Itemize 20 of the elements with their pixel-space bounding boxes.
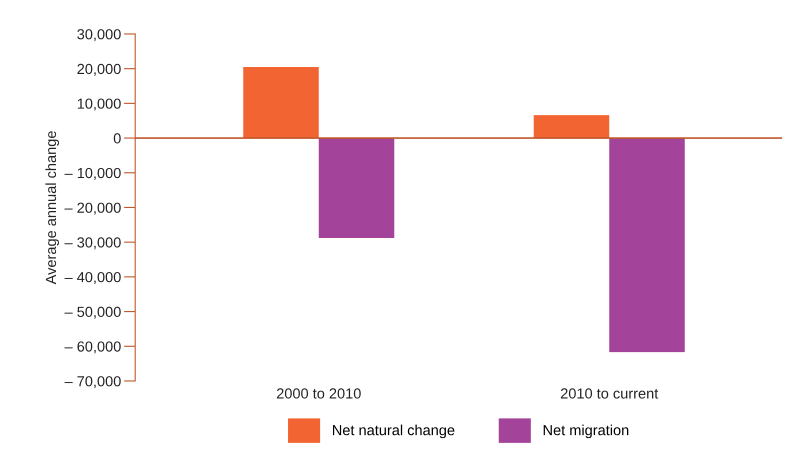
y-tick-label: – 20,000 xyxy=(64,202,121,215)
legend-label: Net migration xyxy=(544,424,628,438)
bar xyxy=(243,66,319,138)
y-axis-title: Average annual change xyxy=(45,131,59,284)
bar xyxy=(534,115,610,138)
x-tick-label: 2000 to 2010 xyxy=(276,388,361,399)
x-tick-label: 2010 to current xyxy=(560,388,658,399)
y-tick-label: 20,000 xyxy=(77,64,121,76)
y-tick-label: – 10,000 xyxy=(64,168,121,180)
legend-label: Net natural change xyxy=(332,424,454,438)
bar xyxy=(609,138,685,352)
y-tick-label: – 70,000 xyxy=(64,376,121,388)
y-tick-label: – 40,000 xyxy=(64,272,121,284)
y-tick-label: – 50,000 xyxy=(64,306,121,319)
bar xyxy=(318,138,394,238)
y-tick-label: – 30,000 xyxy=(64,237,121,250)
y-tick-label: 10,000 xyxy=(78,98,121,111)
y-tick-label: 0 xyxy=(114,133,121,144)
y-tick-label: 30,000 xyxy=(77,29,121,42)
y-tick-label: – 60,000 xyxy=(64,341,121,354)
